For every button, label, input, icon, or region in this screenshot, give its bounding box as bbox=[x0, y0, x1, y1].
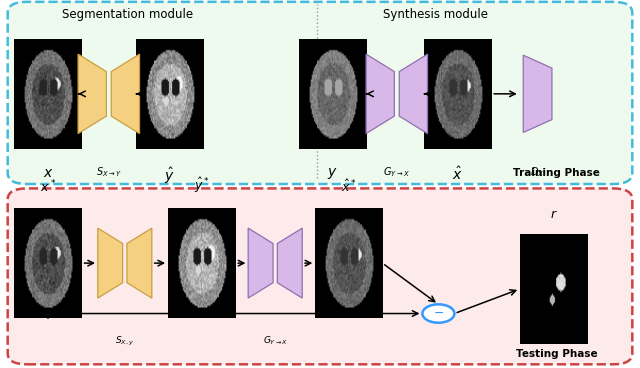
Text: $\hat{x}^*$: $\hat{x}^*$ bbox=[341, 179, 356, 195]
Text: $x^*$: $x^*$ bbox=[40, 178, 56, 195]
Text: $G_{Y\rightarrow X}$: $G_{Y\rightarrow X}$ bbox=[262, 335, 288, 347]
Text: $S_{X\rightarrow Y}$: $S_{X\rightarrow Y}$ bbox=[96, 166, 122, 180]
Polygon shape bbox=[366, 54, 394, 134]
Text: Training Phase: Training Phase bbox=[513, 169, 600, 178]
Text: $\hat{y}^*$: $\hat{y}^*$ bbox=[194, 176, 209, 195]
FancyBboxPatch shape bbox=[8, 2, 632, 184]
Polygon shape bbox=[98, 228, 123, 298]
Text: $D_X$: $D_X$ bbox=[531, 166, 545, 180]
Text: $-$: $-$ bbox=[433, 306, 444, 319]
Text: $S_{X,y}$: $S_{X,y}$ bbox=[115, 335, 134, 348]
Text: $\hat{y}$: $\hat{y}$ bbox=[164, 166, 175, 186]
Polygon shape bbox=[248, 228, 273, 298]
Text: Segmentation module: Segmentation module bbox=[63, 8, 193, 21]
Polygon shape bbox=[111, 54, 140, 134]
Text: $\hat{x}$: $\hat{x}$ bbox=[452, 166, 463, 183]
Text: $x$: $x$ bbox=[43, 166, 53, 180]
Text: $r$: $r$ bbox=[550, 208, 557, 221]
Text: Synthesis module: Synthesis module bbox=[383, 8, 488, 21]
Polygon shape bbox=[78, 54, 106, 134]
Text: Testing Phase: Testing Phase bbox=[516, 349, 598, 359]
Text: $G_{Y\rightarrow X}$: $G_{Y\rightarrow X}$ bbox=[383, 166, 410, 180]
Text: $y$: $y$ bbox=[328, 166, 338, 181]
Polygon shape bbox=[127, 228, 152, 298]
Circle shape bbox=[422, 304, 454, 323]
Polygon shape bbox=[399, 54, 428, 134]
FancyBboxPatch shape bbox=[8, 188, 632, 364]
Polygon shape bbox=[524, 55, 552, 132]
Polygon shape bbox=[277, 228, 302, 298]
